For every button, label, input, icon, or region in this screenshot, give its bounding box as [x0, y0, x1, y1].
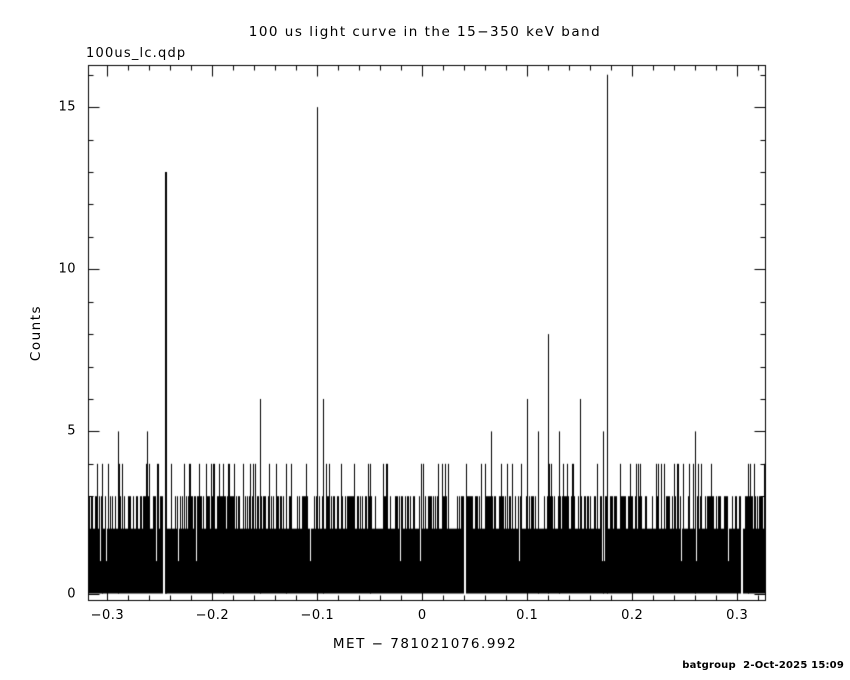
y-axis-label: Counts	[28, 304, 44, 362]
y-tick-label: 5	[67, 423, 76, 439]
filename-label: 100us_lc.qdp	[86, 46, 187, 61]
y-tick-label: 0	[67, 586, 76, 601]
chart-title: 100 us light curve in the 15−350 keV ban…	[248, 24, 602, 40]
x-tick-label: −0.1	[300, 608, 335, 623]
x-tick-label: 0.3	[726, 608, 749, 623]
x-tick-label: 0.1	[516, 608, 539, 623]
x-axis-label: MET − 781021076.992	[332, 636, 518, 652]
x-tick-label: 0.2	[621, 608, 644, 623]
y-tick-label: 10	[58, 261, 76, 277]
y-tick-label: 15	[58, 99, 76, 115]
x-tick-label: −0.3	[90, 608, 125, 623]
credit-stamp: batgroup 2-Oct-2025 15:09	[682, 660, 844, 671]
x-tick-label: −0.2	[195, 608, 230, 623]
x-tick-label: 0	[417, 608, 427, 623]
